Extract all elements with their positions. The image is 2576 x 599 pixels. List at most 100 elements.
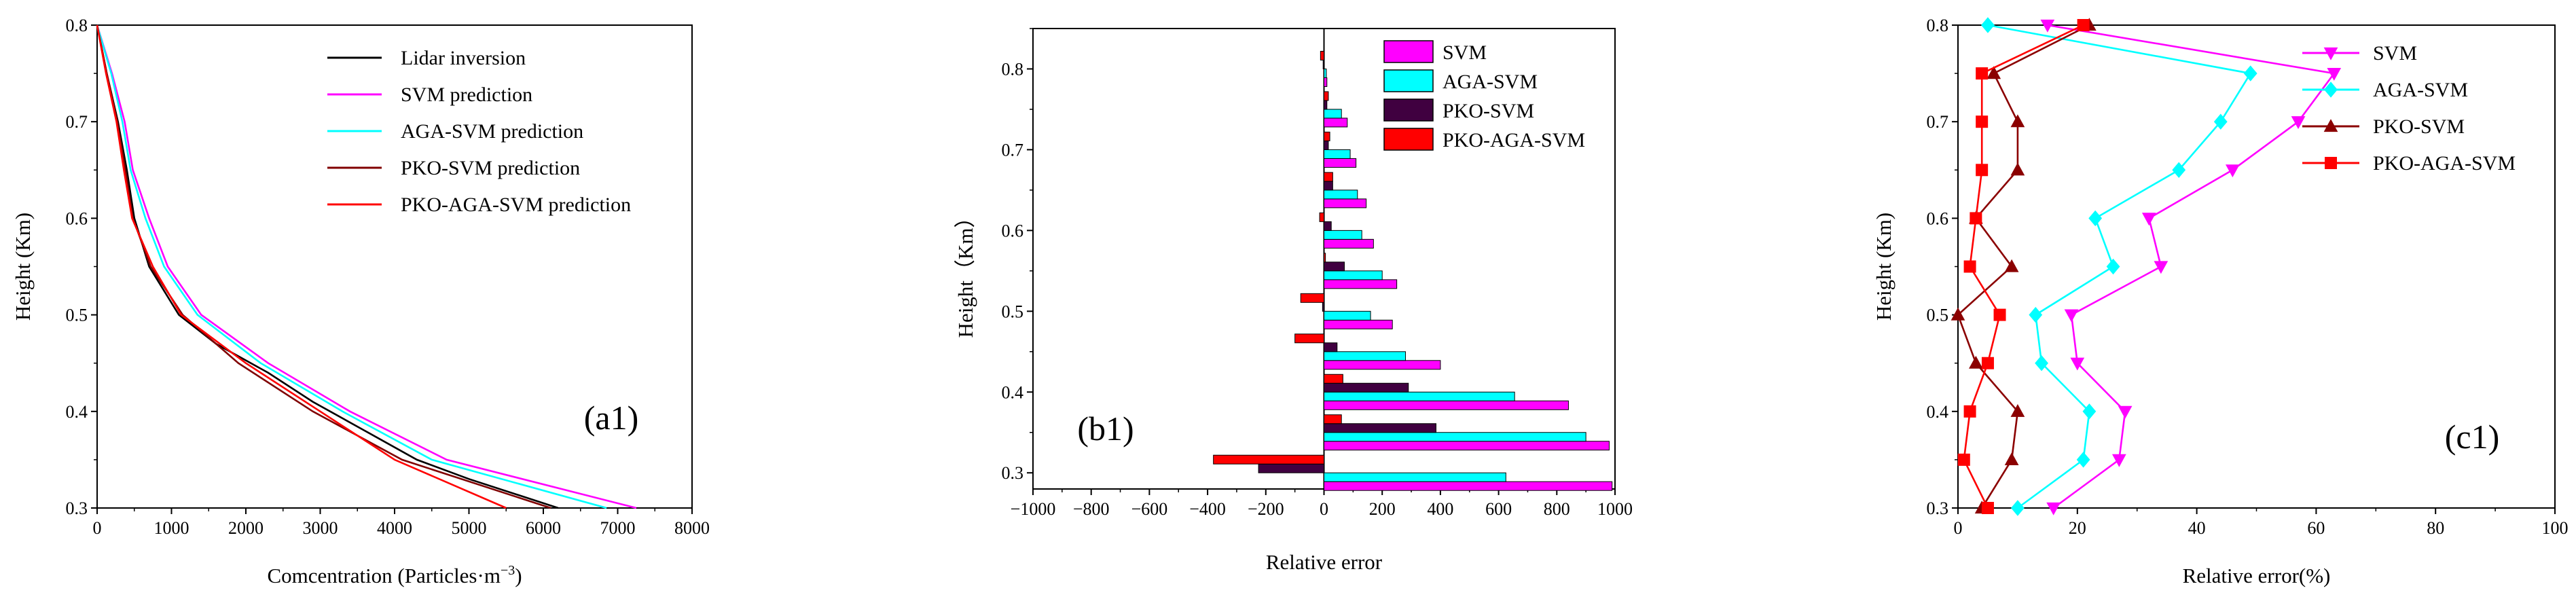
y-tick-label: 0.5 xyxy=(1002,302,1024,321)
bar xyxy=(1324,68,1327,78)
chart-c1-relative-error-percent: 0 20 40 60 80 100 0.3 0.4 0.5 0.6 0.7 0.8 SVM AGA-SVM… xyxy=(1872,16,2569,587)
data-point-marker xyxy=(1987,66,2001,79)
bar xyxy=(1324,140,1329,150)
x-tick-label: −600 xyxy=(1131,499,1168,519)
x-tick-label: 0 xyxy=(1954,518,1963,538)
bar xyxy=(1324,100,1328,110)
x-tick-label: 8000 xyxy=(674,518,710,538)
x-tick-label: −400 xyxy=(1189,499,1226,519)
x-tick-label: 80 xyxy=(2427,518,2444,538)
bar xyxy=(1324,319,1393,329)
data-point-marker xyxy=(2010,114,2025,128)
y-tick-label: 0.6 xyxy=(1002,221,1024,240)
legend-label: SVM xyxy=(2373,42,2417,65)
series-line xyxy=(96,24,607,509)
x-axis-label: Relative error(%) xyxy=(2183,564,2331,587)
data-point-marker xyxy=(2070,357,2085,371)
legend-swatch xyxy=(1383,128,1434,151)
bar xyxy=(1324,261,1345,272)
x-tick-label: −800 xyxy=(1073,499,1110,519)
y-tick-label: 0.7 xyxy=(1927,112,1949,132)
x-axis-label-superscript: −3 xyxy=(501,563,515,578)
data-point-marker xyxy=(2213,113,2228,130)
bar xyxy=(1324,382,1409,393)
legend-label: PKO-AGA-SVM xyxy=(1443,129,1585,151)
x-tick-label: 5000 xyxy=(452,518,487,538)
data-point-marker xyxy=(2046,502,2061,515)
data-point-marker xyxy=(1969,355,1983,369)
x-tick-label: 4000 xyxy=(377,518,412,538)
y-tick-label: 0.4 xyxy=(1002,382,1024,402)
legend-label: AGA-SVM xyxy=(1443,71,1538,93)
data-point-marker xyxy=(2291,116,2306,129)
x-tick-label: 200 xyxy=(1369,499,1396,519)
y-tick-label: 0.4 xyxy=(1927,402,1949,422)
x-tick-label: 0 xyxy=(1320,499,1328,519)
data-point-marker xyxy=(2004,259,2019,272)
legend-label: PKO-SVM xyxy=(1443,100,1534,122)
y-axis-label: Height (Km) xyxy=(11,213,35,321)
x-tick-label: 60 xyxy=(2307,518,2325,538)
panel-label: (c1) xyxy=(2445,418,2500,456)
legend-label: Lidar inversion xyxy=(401,47,526,69)
legend-label: SVM xyxy=(1443,41,1487,64)
data-point-marker xyxy=(2076,452,2090,468)
x-axis-label-close: ) xyxy=(515,564,522,587)
x-axis-label: Relative error xyxy=(1266,550,1383,574)
bar xyxy=(1258,463,1325,473)
bar xyxy=(1324,172,1333,182)
x-tick-label: 6000 xyxy=(526,518,561,538)
x-tick-label: 400 xyxy=(1427,499,1453,519)
bar xyxy=(1213,454,1325,465)
bar xyxy=(1324,230,1362,240)
panel-label: (b1) xyxy=(1077,410,1133,448)
y-tick-label: 0.8 xyxy=(66,16,88,35)
bar xyxy=(1322,302,1325,312)
y-tick-label: 0.7 xyxy=(1002,140,1024,160)
data-point-marker xyxy=(1976,115,1989,128)
bar xyxy=(1324,158,1357,168)
bar xyxy=(1324,441,1610,451)
y-tick-label: 0.6 xyxy=(66,208,88,228)
data-point-marker xyxy=(2323,47,2338,60)
y-tick-label: 0.5 xyxy=(66,306,88,325)
x-axis-label-text: Comcentration (Particles·m xyxy=(267,564,500,587)
legend-swatch xyxy=(1383,40,1434,63)
x-tick-label: 1000 xyxy=(154,518,189,538)
y-tick-label: 0.8 xyxy=(1927,16,1949,35)
bar xyxy=(1324,423,1436,433)
data-point-marker xyxy=(1951,307,1965,321)
x-tick-label: 40 xyxy=(2188,518,2206,538)
chart-a1-concentration: 0 1000 2000 3000 4000 5000 6000 7000 8000 0.3 0.4 0… xyxy=(11,16,710,587)
x-tick-label: 0 xyxy=(93,518,102,538)
legend-label: PKO-SVM prediction xyxy=(401,157,580,179)
bar xyxy=(1324,221,1332,231)
data-point-marker xyxy=(2010,162,2025,176)
data-point-marker xyxy=(1981,502,1994,514)
data-point-marker xyxy=(1981,357,1994,369)
data-point-marker xyxy=(2154,261,2169,274)
bar xyxy=(1324,77,1328,87)
data-point-marker xyxy=(2040,19,2055,33)
y-tick-label: 0.3 xyxy=(66,498,88,518)
data-point-marker xyxy=(2004,452,2019,465)
bar xyxy=(1320,50,1325,60)
legend-label: AGA-SVM prediction xyxy=(401,120,583,143)
series-line xyxy=(2047,24,2336,509)
y-tick-label: 0.5 xyxy=(1927,306,1949,325)
data-point-marker xyxy=(2011,500,2025,516)
data-point-marker xyxy=(1976,164,1989,177)
data-point-marker xyxy=(1963,405,1976,418)
x-tick-label: 3000 xyxy=(303,518,338,538)
legend-swatch xyxy=(1383,98,1434,122)
y-tick-label: 0.4 xyxy=(66,402,88,422)
bar xyxy=(1324,181,1333,191)
bar xyxy=(1322,59,1324,69)
data-point-marker xyxy=(2082,403,2097,420)
legend-label: PKO-SVM xyxy=(2373,115,2465,138)
bar xyxy=(1324,391,1515,401)
series-line xyxy=(96,24,637,509)
data-point-marker xyxy=(2325,157,2337,169)
bar xyxy=(1324,432,1586,442)
